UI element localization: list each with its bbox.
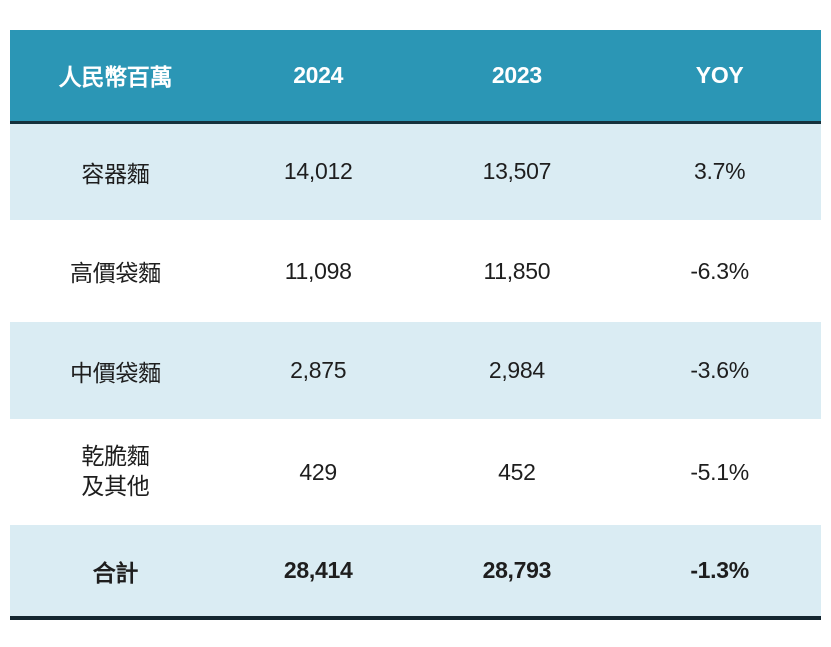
row-label-line-2: 及其他 xyxy=(81,473,150,499)
cell-yoy: -3.6% xyxy=(618,322,821,419)
cell-yoy: -5.1% xyxy=(618,419,821,525)
cell-2024: 11,098 xyxy=(220,220,416,322)
cell-2023: 13,507 xyxy=(415,122,619,220)
table-row: 容器麵 14,012 13,507 3.7% xyxy=(10,122,821,220)
row-label: 乾脆麵 及其他 xyxy=(10,419,221,525)
row-label-total: 合計 xyxy=(10,525,221,620)
cell-yoy-total: -1.3% xyxy=(618,525,821,620)
row-label-line-1: 乾脆麵 xyxy=(81,443,150,470)
col-header-2023: 2023 xyxy=(415,30,619,124)
col-header-yoy: YOY xyxy=(618,30,821,124)
cell-yoy: 3.7% xyxy=(618,122,821,220)
cell-2024: 429 xyxy=(220,419,416,525)
cell-2024: 14,012 xyxy=(220,122,416,220)
table-row: 中價袋麵 2,875 2,984 -3.6% xyxy=(10,322,821,419)
cell-2023: 2,984 xyxy=(415,322,619,419)
row-label: 容器麵 xyxy=(10,122,221,220)
cell-2023: 11,850 xyxy=(415,220,619,322)
table-row: 高價袋麵 11,098 11,850 -6.3% xyxy=(10,220,821,322)
col-header-2024: 2024 xyxy=(220,30,416,124)
table-row: 乾脆麵 及其他 429 452 -5.1% xyxy=(10,419,821,525)
table-header-row: 人民幣百萬 2024 2023 YOY xyxy=(10,30,821,124)
table-total-row: 合計 28,414 28,793 -1.3% xyxy=(10,525,821,620)
cell-yoy: -6.3% xyxy=(618,220,821,322)
col-header-unit: 人民幣百萬 xyxy=(10,30,221,124)
revenue-table: 人民幣百萬 2024 2023 YOY 容器麵 14,012 13,507 3.… xyxy=(10,30,821,620)
cell-2023-total: 28,793 xyxy=(415,525,619,620)
cell-2024: 2,875 xyxy=(220,322,416,419)
cell-2024-total: 28,414 xyxy=(220,525,416,620)
cell-2023: 452 xyxy=(415,419,619,525)
row-label: 高價袋麵 xyxy=(10,220,221,322)
row-label: 中價袋麵 xyxy=(10,322,221,419)
